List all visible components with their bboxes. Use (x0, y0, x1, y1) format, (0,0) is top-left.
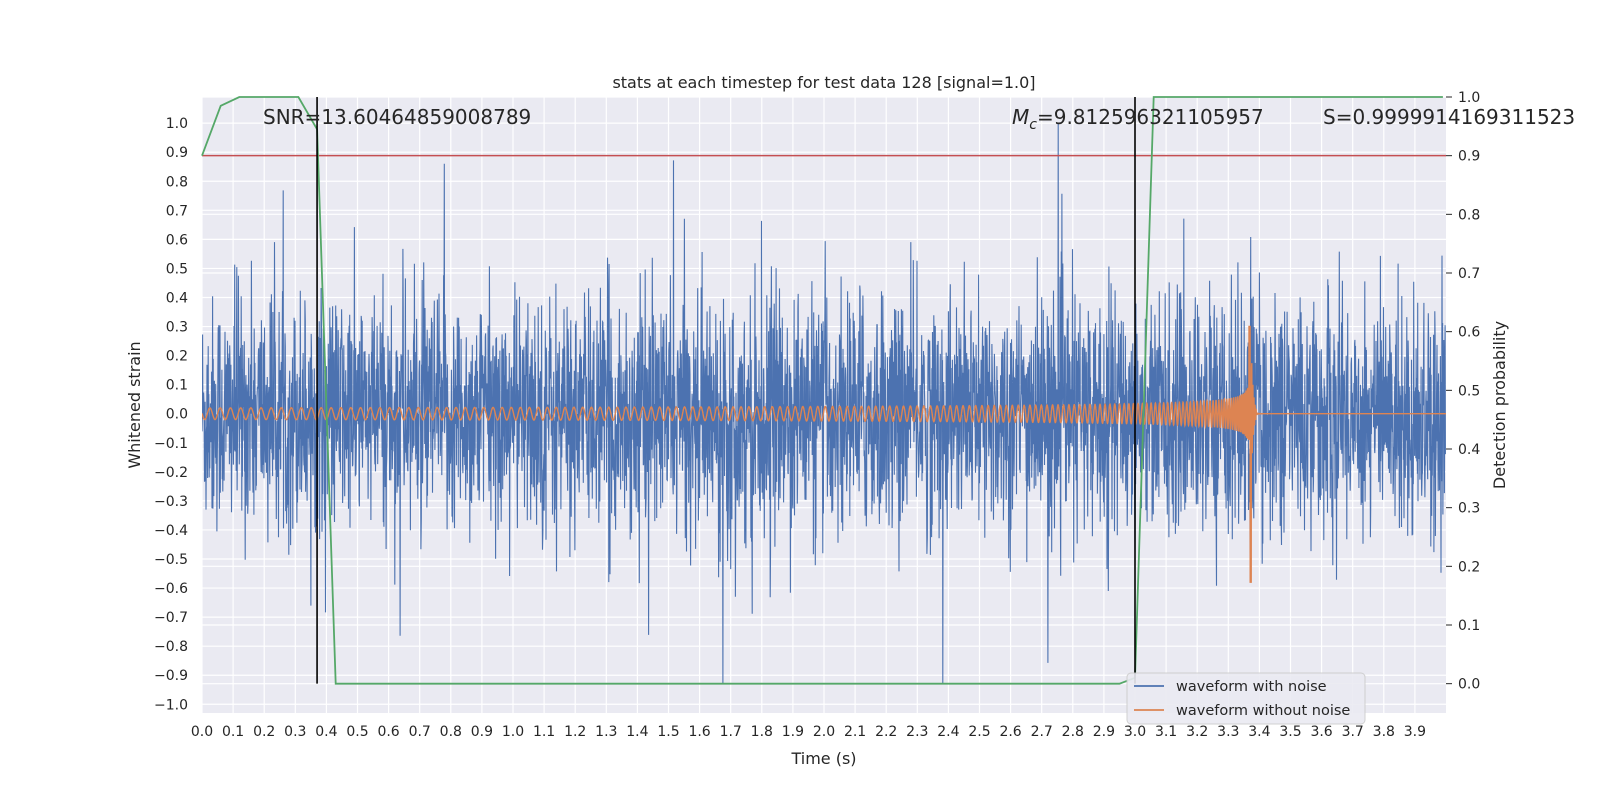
x-tick-label: 0.0 (191, 724, 213, 740)
y-tick-label: 1.0 (166, 116, 188, 132)
y2-tick-label: 0.5 (1458, 383, 1480, 399)
x-axis-label: Time (s) (790, 749, 856, 768)
y-tick-label: 0.1 (166, 378, 188, 394)
y2-tick-label: 0.6 (1458, 325, 1480, 341)
legend-label-noise: waveform with noise (1176, 679, 1327, 695)
y2-axis-label: Detection probability (1490, 321, 1509, 489)
y-tick-label: −1.0 (154, 697, 188, 713)
x-tick-label: 1.5 (657, 724, 679, 740)
x-tick-label: 3.8 (1373, 724, 1395, 740)
x-tick-label: 2.0 (813, 724, 835, 740)
y-tick-label: −0.4 (154, 523, 188, 539)
x-tick-label: 1.2 (564, 724, 586, 740)
y-tick-label: −0.5 (154, 552, 188, 568)
x-tick-label: 0.2 (253, 724, 275, 740)
mc-symbol: M (1012, 105, 1029, 129)
x-tick-label: 3.2 (1186, 724, 1208, 740)
y-tick-label: −0.9 (154, 668, 188, 684)
ticks: 0.0 0.1 0.2 0.3 0.4 0.5 0.6 0.7 0.8 0.9 1.0 1.1 1.2 1… (154, 90, 1480, 740)
series-waveform-without-noise (202, 325, 1446, 583)
x-tick-label: 0.7 (409, 724, 431, 740)
y-tick-label: −0.2 (154, 465, 188, 481)
s-annotation: S=0.9999914169311523 (1323, 105, 1575, 129)
y-tick-label: 0.7 (166, 203, 188, 219)
y-tick-label: 0.8 (166, 174, 188, 190)
x-tick-label: 1.9 (782, 724, 804, 740)
series-detection-probability (201, 96, 1443, 685)
x-tick-label: 3.1 (1155, 724, 1177, 740)
x-tick-label: 1.1 (533, 724, 555, 740)
x-tick-label: 0.3 (284, 724, 306, 740)
x-tick-label: 2.5 (968, 724, 990, 740)
mc-value: =9.812596321105957 (1037, 105, 1264, 129)
x-tick-label: 2.9 (1093, 724, 1115, 740)
x-tick-label: 0.6 (377, 724, 399, 740)
x-tick-label: 3.3 (1217, 724, 1239, 740)
series-waveform-with-noise (202, 123, 1446, 684)
x-tick-label: 2.4 (937, 724, 959, 740)
x-tick-label: 2.8 (1062, 724, 1084, 740)
y-tick-label: −0.1 (154, 436, 188, 452)
chart-title: stats at each timestep for test data 128… (612, 73, 1035, 92)
legend: waveform with noise waveform without noi… (1126, 672, 1366, 725)
y-tick-label: 0.2 (166, 349, 188, 365)
x-tick-label: 3.9 (1404, 724, 1426, 740)
snr-annotation: SNR=13.60464859008789 (263, 105, 531, 129)
y-axis-label: Whitened strain (125, 341, 144, 468)
y-tick-label: −0.3 (154, 494, 188, 510)
x-tick-label: 0.4 (315, 724, 337, 740)
y2-tick-label: 0.9 (1458, 149, 1480, 165)
x-tick-label: 0.5 (346, 724, 368, 740)
y-tick-label: 0.4 (166, 290, 188, 306)
y2-tick-label: 0.2 (1458, 559, 1480, 575)
legend-label-clean: waveform without noise (1176, 703, 1350, 719)
y2-tick-label: 0.1 (1458, 618, 1480, 634)
mc-subscript: c (1029, 117, 1037, 133)
y2-tick-label: 0.0 (1458, 677, 1480, 693)
y-tick-label: −0.7 (154, 610, 188, 626)
x-tick-label: 2.3 (906, 724, 928, 740)
legend-box (1126, 672, 1366, 725)
x-tick-label: 1.6 (688, 724, 710, 740)
x-tick-label: 3.6 (1310, 724, 1332, 740)
x-tick-label: 2.2 (875, 724, 897, 740)
y2-tick-label: 0.7 (1458, 266, 1480, 282)
x-tick-label: 0.1 (222, 724, 244, 740)
x-tick-label: 2.1 (844, 724, 866, 740)
x-tick-label: 1.4 (626, 724, 648, 740)
y-tick-label: 0.3 (166, 320, 188, 336)
y-tick-label: −0.8 (154, 639, 188, 655)
y2-tick-label: 1.0 (1458, 90, 1480, 106)
x-tick-label: 0.8 (440, 724, 462, 740)
x-tick-label: 3.7 (1342, 724, 1364, 740)
x-tick-label: 3.0 (1124, 724, 1146, 740)
series-group (201, 96, 1446, 685)
y-tick-label: 0.5 (166, 261, 188, 277)
y-tick-label: 0.6 (166, 232, 188, 248)
x-tick-label: 2.7 (1031, 724, 1053, 740)
y2-tick-label: 0.4 (1458, 442, 1480, 458)
x-tick-label: 2.6 (999, 724, 1021, 740)
x-tick-label: 3.5 (1279, 724, 1301, 740)
x-tick-label: 1.8 (751, 724, 773, 740)
x-tick-label: 3.4 (1248, 724, 1270, 740)
mc-annotation: Mc=9.812596321105957 (1012, 105, 1264, 133)
y2-tick-label: 0.8 (1458, 207, 1480, 223)
y2-tick-label: 0.3 (1458, 501, 1480, 517)
y-tick-label: −0.6 (154, 581, 188, 597)
y-tick-label: 0.9 (166, 145, 188, 161)
x-tick-label: 1.0 (502, 724, 524, 740)
x-tick-label: 1.3 (595, 724, 617, 740)
x-tick-label: 0.9 (471, 724, 493, 740)
y-tick-label: 0.0 (166, 407, 188, 423)
x-tick-label: 1.7 (720, 724, 742, 740)
